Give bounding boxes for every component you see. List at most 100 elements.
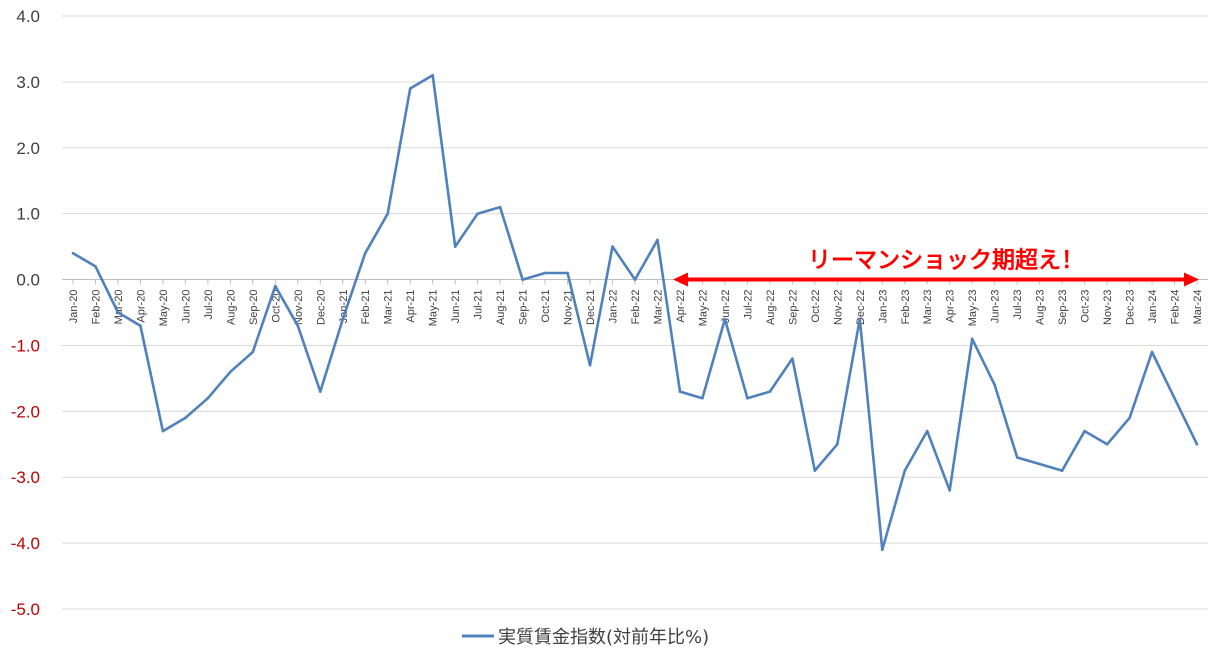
x-tick-label: Jan-23: [877, 290, 889, 324]
data-point: [71, 251, 75, 255]
legend-label: 実質賃金指数(対前年比%): [498, 627, 709, 648]
data-point: [453, 245, 457, 248]
x-tick-label: Sep-22: [787, 290, 799, 325]
data-point: [521, 278, 524, 281]
data-point: [498, 205, 502, 209]
data-point: [476, 212, 479, 215]
x-tick-label: Aug-22: [765, 290, 777, 325]
data-point: [948, 489, 952, 492]
data-point: [274, 284, 277, 288]
x-tick-label: Oct-21: [540, 290, 552, 323]
x-tick-label: Jul-22: [742, 290, 754, 320]
data-point: [116, 311, 120, 314]
x-tick-label: Mar-23: [922, 290, 934, 325]
x-tick-label: Mar-22: [652, 290, 664, 325]
data-point: [970, 337, 974, 341]
y-tick-label: 0.0: [16, 271, 40, 290]
series-layer: [71, 74, 1199, 552]
x-tick-label: Apr-21: [405, 290, 417, 323]
x-tick-label: Apr-20: [135, 290, 147, 323]
x-tick-label: Feb-20: [90, 290, 102, 325]
x-tick-label: May-21: [428, 290, 440, 327]
x-tick-label: Nov-21: [563, 290, 575, 325]
x-tick-label: Feb-21: [360, 290, 372, 325]
data-point: [656, 238, 659, 242]
data-point: [1038, 462, 1041, 466]
data-point: [543, 271, 547, 275]
x-tick-label: Jan-22: [608, 290, 620, 324]
y-tick-label: -5.0: [11, 600, 40, 619]
data-point: [611, 245, 614, 248]
y-axis-ticks: 4.0 3.0 2.0 1.0 0.0 -1.0 -2.0 -3.0 -4.0 -5.0: [11, 7, 40, 619]
x-tick-label: Feb-24: [1170, 290, 1182, 325]
x-tick-label: Aug-20: [225, 290, 237, 325]
x-axis-ticks: Jan-20 Feb-20 Mar-20 Apr-20 May-20 Jun-20 Jul-…: [68, 279, 1204, 327]
y-tick-label: -4.0: [11, 534, 40, 553]
data-point: [791, 357, 794, 360]
data-point: [1195, 442, 1199, 446]
data-point: [903, 469, 907, 472]
data-point: [723, 317, 727, 321]
y-tick-label: 1.0: [16, 205, 40, 224]
y-tick-label: -1.0: [11, 336, 40, 355]
x-tick-label: Jul-21: [473, 290, 485, 320]
x-tick-label: Jul-20: [203, 290, 215, 320]
x-tick-label: Dec-20: [315, 290, 327, 325]
x-tick-label: Feb-23: [900, 290, 912, 325]
annotation-layer: リーマンショック期超え！: [672, 247, 1199, 287]
data-point: [813, 469, 817, 472]
x-tick-label: Mar-21: [383, 290, 395, 325]
x-tick-label: Dec-22: [855, 290, 867, 325]
x-tick-label: Oct-22: [810, 290, 822, 323]
data-point: [94, 265, 97, 268]
x-tick-label: Nov-23: [1102, 290, 1114, 325]
y-tick-label: -2.0: [11, 402, 40, 421]
x-tick-label: Nov-22: [832, 290, 844, 325]
data-point: [341, 317, 345, 321]
x-tick-label: Apr-23: [945, 290, 957, 323]
data-point: [858, 317, 862, 321]
annotation-arrow-head-right: [1184, 272, 1199, 287]
x-tick-label: Jun-21: [450, 290, 462, 324]
x-tick-label: Jun-23: [990, 290, 1002, 324]
data-point: [363, 251, 367, 255]
data-point: [431, 74, 434, 77]
data-point: [184, 416, 187, 420]
data-point: [408, 87, 412, 90]
data-point: [206, 396, 210, 400]
data-point: [588, 363, 592, 367]
x-tick-label: Jun-20: [180, 290, 192, 324]
x-tick-label: Jan-21: [338, 290, 350, 324]
data-point: [251, 350, 255, 354]
data-point: [768, 390, 772, 393]
y-tick-label: -3.0: [11, 468, 40, 487]
x-tick-label: May-20: [158, 290, 170, 327]
x-tick-label: Sep-21: [518, 290, 530, 325]
x-tick-label: Dec-23: [1125, 290, 1137, 325]
annotation-arrow-head-left: [672, 272, 688, 287]
x-tick-label: Jun-22: [720, 290, 732, 324]
data-point: [1128, 416, 1131, 420]
y-tick-label: 3.0: [16, 73, 40, 92]
x-tick-label: Oct-20: [270, 290, 282, 323]
x-tick-label: Mar-24: [1192, 290, 1204, 325]
x-tick-label: Sep-23: [1057, 290, 1069, 325]
data-point: [1105, 442, 1109, 446]
data-point: [633, 278, 637, 281]
x-tick-label: Aug-23: [1035, 290, 1047, 325]
data-point: [701, 396, 704, 400]
x-tick-label: Apr-22: [675, 290, 687, 323]
x-tick-label: Sep-20: [248, 290, 260, 325]
data-point: [880, 548, 884, 551]
data-point: [1173, 396, 1176, 400]
data-point: [139, 324, 142, 327]
data-point: [925, 429, 929, 433]
x-tick-label: Feb-22: [630, 290, 642, 325]
data-point: [746, 396, 749, 400]
data-point: [1015, 456, 1019, 459]
x-tick-label: Aug-21: [495, 290, 507, 325]
x-tick-label: Oct-23: [1080, 290, 1092, 323]
x-tick-label: May-22: [697, 290, 709, 327]
